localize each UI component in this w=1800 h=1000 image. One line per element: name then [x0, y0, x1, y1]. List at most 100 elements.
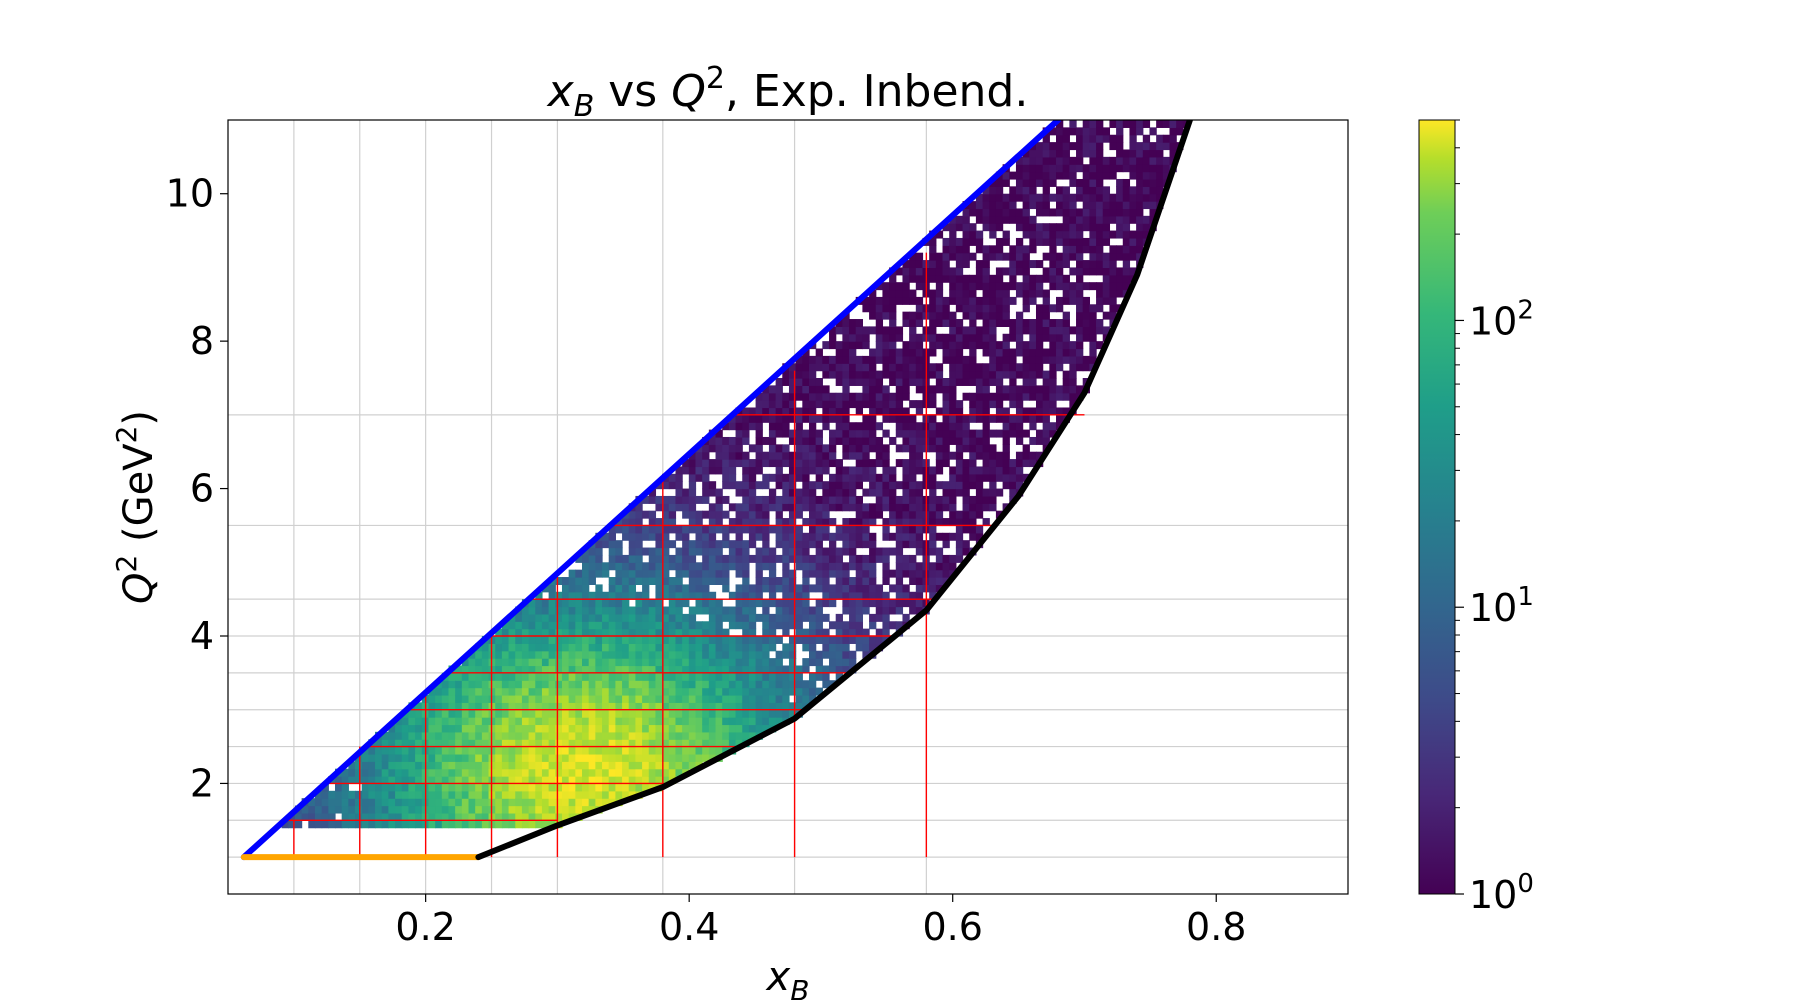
heat-cell [388, 753, 396, 762]
heat-cell [468, 650, 476, 659]
heat-cell [955, 304, 964, 313]
heat-cell [1116, 223, 1124, 232]
heat-cell [628, 606, 637, 615]
heat-cell [762, 554, 770, 563]
heat-cell [588, 643, 596, 652]
heat-cell [1029, 436, 1037, 445]
heat-cell [802, 636, 810, 644]
heat-cell [1056, 149, 1064, 158]
heat-cell [989, 414, 997, 423]
heat-cell [675, 761, 683, 770]
heat-cell [702, 488, 710, 497]
heat-cell [829, 341, 837, 350]
heat-cell [1049, 355, 1057, 364]
heat-cell [1062, 156, 1070, 165]
heat-cell [368, 812, 376, 821]
heat-cell [708, 724, 717, 733]
heat-cell [361, 768, 369, 777]
heat-cell [1109, 193, 1117, 202]
heat-cell [455, 731, 463, 740]
heat-cell [1029, 260, 1037, 269]
heat-cell [1102, 230, 1111, 239]
heat-cell [822, 577, 830, 585]
heat-cell [795, 687, 803, 696]
heat-cell [788, 709, 797, 718]
heat-cell [602, 532, 610, 541]
heat-cell [862, 628, 870, 637]
heat-cell [942, 488, 950, 497]
heat-cell [715, 429, 723, 438]
heat-cell [548, 621, 556, 630]
heat-cell [748, 621, 757, 630]
heat-cell [915, 503, 924, 512]
heat-cell [842, 562, 850, 571]
heat-cell [788, 613, 797, 622]
heat-cell [608, 790, 616, 799]
heat-cell [942, 554, 950, 563]
heat-cell [782, 554, 790, 563]
heat-cell [575, 753, 583, 762]
heat-cell [935, 370, 944, 379]
heat-cell [989, 186, 997, 195]
heat-cell [989, 400, 997, 409]
heat-cell [775, 650, 783, 659]
heat-cell [1156, 156, 1164, 165]
heat-cell [635, 621, 643, 630]
heat-cell [528, 739, 536, 748]
heat-cell [829, 429, 837, 438]
heat-cell [955, 296, 964, 305]
heat-cell [1136, 142, 1144, 151]
heat-cell [1089, 215, 1097, 224]
heat-cell [942, 296, 950, 305]
heat-cell [748, 584, 757, 593]
heat-cell [428, 761, 436, 770]
heat-cell [788, 606, 797, 615]
heat-cell [989, 319, 997, 327]
heat-cell [808, 540, 817, 549]
heat-cell [555, 790, 563, 799]
heat-cell [521, 746, 530, 755]
heat-cell [622, 717, 630, 726]
heat-cell [695, 518, 703, 527]
heat-cell [301, 805, 309, 814]
heat-cell [441, 768, 450, 777]
heat-cell [722, 636, 730, 644]
heat-cell [788, 584, 797, 593]
heat-cell [1069, 178, 1077, 187]
heat-cell [441, 790, 450, 799]
heat-cell [642, 510, 650, 519]
heat-cell [708, 636, 717, 644]
heat-cell [582, 731, 590, 740]
heat-cell [775, 606, 783, 615]
heat-cell [1009, 400, 1017, 409]
heat-cell [1096, 201, 1104, 210]
heat-cell [909, 540, 917, 549]
heat-cell [829, 650, 837, 659]
heat-cell [1042, 429, 1050, 438]
heat-cell [608, 665, 616, 674]
x-axis-label: xB [765, 954, 810, 1000]
heat-cell [561, 805, 570, 814]
heat-cell [849, 444, 857, 453]
heat-cell [688, 503, 697, 512]
heat-cell [768, 643, 777, 652]
heat-cell [1002, 436, 1010, 445]
heat-cell [668, 636, 677, 644]
heat-cell [949, 333, 957, 342]
heat-cell [688, 540, 697, 549]
heat-cell [1082, 319, 1090, 327]
heat-cell [608, 724, 616, 733]
heat-cell [622, 577, 630, 585]
heat-cell [548, 687, 556, 696]
heat-cell [595, 672, 603, 681]
heat-cell [1096, 319, 1104, 327]
heat-cell [548, 606, 556, 615]
heat-cell [501, 768, 510, 777]
heat-cell [628, 628, 637, 637]
heat-cell [1022, 304, 1030, 313]
heat-cell [788, 488, 797, 497]
heat-cell [655, 702, 663, 711]
heat-cell [829, 481, 837, 490]
heat-cell [902, 341, 910, 350]
heat-cell [815, 459, 823, 468]
